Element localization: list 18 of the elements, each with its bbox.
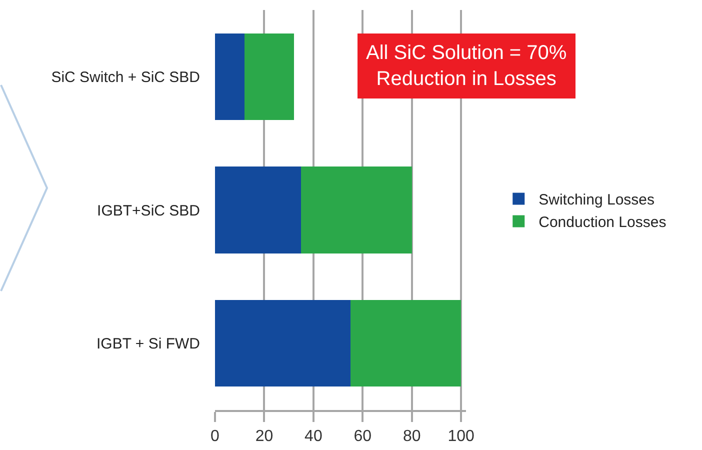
x-tick-label: 20 xyxy=(255,428,274,446)
x-tick-label: 100 xyxy=(448,428,475,446)
bar xyxy=(350,300,462,387)
legend-label: Conduction Losses xyxy=(538,214,666,232)
bar xyxy=(215,166,302,254)
x-tick-label: 0 xyxy=(210,428,220,446)
x-tick-label: 80 xyxy=(402,428,421,446)
y-tick-label: SiC Switch + SiC SBD xyxy=(51,68,200,86)
bar xyxy=(244,33,294,120)
x-tick-label: 60 xyxy=(354,428,372,446)
y-tick-label: IGBT+SiC SBD xyxy=(97,202,200,220)
bar xyxy=(215,300,350,387)
legend-label: Switching Losses xyxy=(538,192,655,209)
annotation: All SiC Solution = 70% Reduction in Losses xyxy=(366,42,567,90)
bar xyxy=(215,33,245,120)
bar xyxy=(301,166,412,254)
y-tick-label: IGBT + Si FWD xyxy=(96,336,200,353)
x-tick-label: 40 xyxy=(304,428,322,446)
